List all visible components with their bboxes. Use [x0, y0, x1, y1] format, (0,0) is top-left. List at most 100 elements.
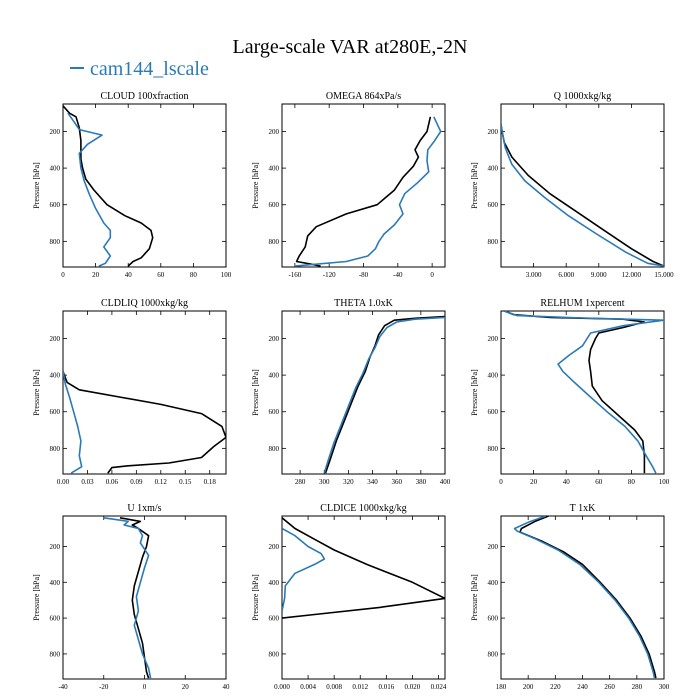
x-tick-label: 0 — [61, 271, 65, 279]
x-tick-label: 240 — [577, 683, 588, 691]
panel-cldliq: CLDLIQ 1000xkg/kg Pressure [hPa] 200 400 600… — [32, 298, 227, 486]
y-tick-label: 200 — [269, 128, 280, 136]
x-tick-label: 40 — [563, 478, 571, 486]
y-tick-label: 800 — [269, 650, 280, 658]
y-tick-label: 200 — [488, 543, 499, 551]
y-tick-label: 600 — [50, 408, 61, 416]
y-axis-label: Pressure [hPa] — [32, 574, 41, 621]
y-tick-label: 400 — [488, 579, 499, 587]
series-line-obs — [295, 116, 432, 267]
x-tick-label: 300 — [319, 478, 330, 486]
x-tick-label: 260 — [604, 683, 615, 691]
series-line-obs — [324, 315, 445, 474]
legend-label: cam144_lscale — [90, 58, 209, 80]
y-tick-label: 600 — [488, 615, 499, 623]
y-tick-label: 600 — [488, 201, 499, 209]
panel-title: CLDLIQ 1000xkg/kg — [101, 298, 188, 309]
y-tick-label: 400 — [269, 372, 280, 380]
y-axis-label: Pressure [hPa] — [251, 369, 260, 416]
legend: cam144_lscale — [70, 58, 209, 81]
series-line-cam144-lscale — [103, 517, 152, 679]
x-tick-label: 40 — [125, 271, 133, 279]
y-axis-label: Pressure [hPa] — [251, 162, 260, 209]
panel-frame — [500, 310, 665, 475]
series-line-cam144-lscale — [294, 116, 442, 267]
series-line-cam144-lscale — [513, 516, 656, 679]
series-line-cam144-lscale — [504, 311, 664, 474]
y-tick-label: 400 — [488, 165, 499, 173]
panel-q: Q 1000xkg/kg Pressure [hPa] 200 400 600 800 3.… — [470, 91, 674, 279]
series-line-obs — [282, 517, 445, 619]
x-tick-label: 360 — [391, 478, 402, 486]
x-tick-label: 300 — [659, 683, 670, 691]
panel-title: CLOUD 100xfraction — [100, 91, 188, 102]
x-tick-label: 15.000 — [654, 271, 674, 279]
x-tick-label: 0 — [430, 271, 434, 279]
x-tick-label: 3.000 — [526, 271, 542, 279]
y-tick-label: 200 — [488, 128, 499, 136]
x-tick-label: 0.03 — [81, 478, 94, 486]
series-line-cam144-lscale — [63, 371, 83, 474]
x-tick-label: 0.020 — [405, 683, 421, 691]
series-line-cam144-lscale — [501, 123, 664, 267]
x-tick-label: 400 — [440, 478, 451, 486]
x-tick-label: 6.000 — [558, 271, 574, 279]
x-tick-label: 0.15 — [179, 478, 192, 486]
y-tick-label: 400 — [269, 579, 280, 587]
y-tick-label: 600 — [50, 201, 61, 209]
panel-frame — [500, 515, 665, 680]
series-line-cam144-lscale — [67, 112, 112, 267]
x-tick-label: 0.12 — [155, 478, 168, 486]
x-tick-label: 280 — [632, 683, 643, 691]
y-tick-label: 800 — [488, 650, 499, 658]
y-tick-label: 800 — [488, 238, 499, 246]
y-tick-label: 200 — [50, 543, 61, 551]
x-tick-label: 60 — [595, 478, 603, 486]
x-tick-label: -40 — [58, 683, 68, 691]
x-tick-label: 60 — [157, 271, 165, 279]
x-tick-label: 0.004 — [300, 683, 316, 691]
series-line-obs — [119, 517, 150, 679]
y-axis-label: Pressure [hPa] — [32, 369, 41, 416]
y-tick-label: 800 — [50, 650, 61, 658]
panel-title: U 1xm/s — [127, 503, 161, 514]
x-tick-label: -20 — [99, 683, 109, 691]
x-tick-label: 0 — [499, 478, 503, 486]
x-tick-label: 20 — [182, 683, 190, 691]
y-axis-label: Pressure [hPa] — [470, 162, 479, 209]
y-tick-label: 800 — [269, 445, 280, 453]
x-tick-label: 40 — [223, 683, 231, 691]
x-tick-label: 320 — [343, 478, 354, 486]
y-tick-label: 800 — [50, 238, 61, 246]
panel-frame — [281, 310, 446, 475]
x-tick-label: 80 — [190, 271, 198, 279]
panel-title: T 1xK — [570, 503, 596, 514]
panel-frame — [62, 310, 227, 475]
x-tick-label: 0.06 — [106, 478, 119, 486]
series-line-obs — [501, 123, 664, 267]
x-tick-label: 20 — [530, 478, 538, 486]
y-tick-label: 600 — [488, 408, 499, 416]
panel-frame — [62, 103, 227, 268]
x-tick-label: -120 — [323, 271, 336, 279]
x-tick-label: 340 — [367, 478, 378, 486]
y-tick-label: 200 — [269, 335, 280, 343]
panel-omega: OMEGA 864xPa/s Pressure [hPa] 200 400 600 800… — [251, 91, 446, 279]
y-tick-label: 600 — [269, 201, 280, 209]
series-line-obs — [519, 516, 657, 679]
x-tick-label: 180 — [496, 683, 507, 691]
series-line-cam144-lscale — [282, 527, 326, 612]
x-tick-label: 0.008 — [326, 683, 342, 691]
x-tick-label: -40 — [393, 271, 403, 279]
panel-title: RELHUM 1xpercent — [540, 298, 624, 309]
panel-u: U 1xm/s Pressure [hPa] 200 400 600 800 -40 -20 0… — [32, 503, 230, 691]
x-tick-label: 220 — [550, 683, 561, 691]
legend-line-swatch — [70, 67, 84, 70]
x-tick-label: 100 — [659, 478, 670, 486]
y-tick-label: 800 — [269, 238, 280, 246]
x-tick-label: 12.000 — [622, 271, 642, 279]
panel-cldice: CLDICE 1000xkg/kg Pressure [hPa] 200 400 600… — [251, 503, 447, 691]
